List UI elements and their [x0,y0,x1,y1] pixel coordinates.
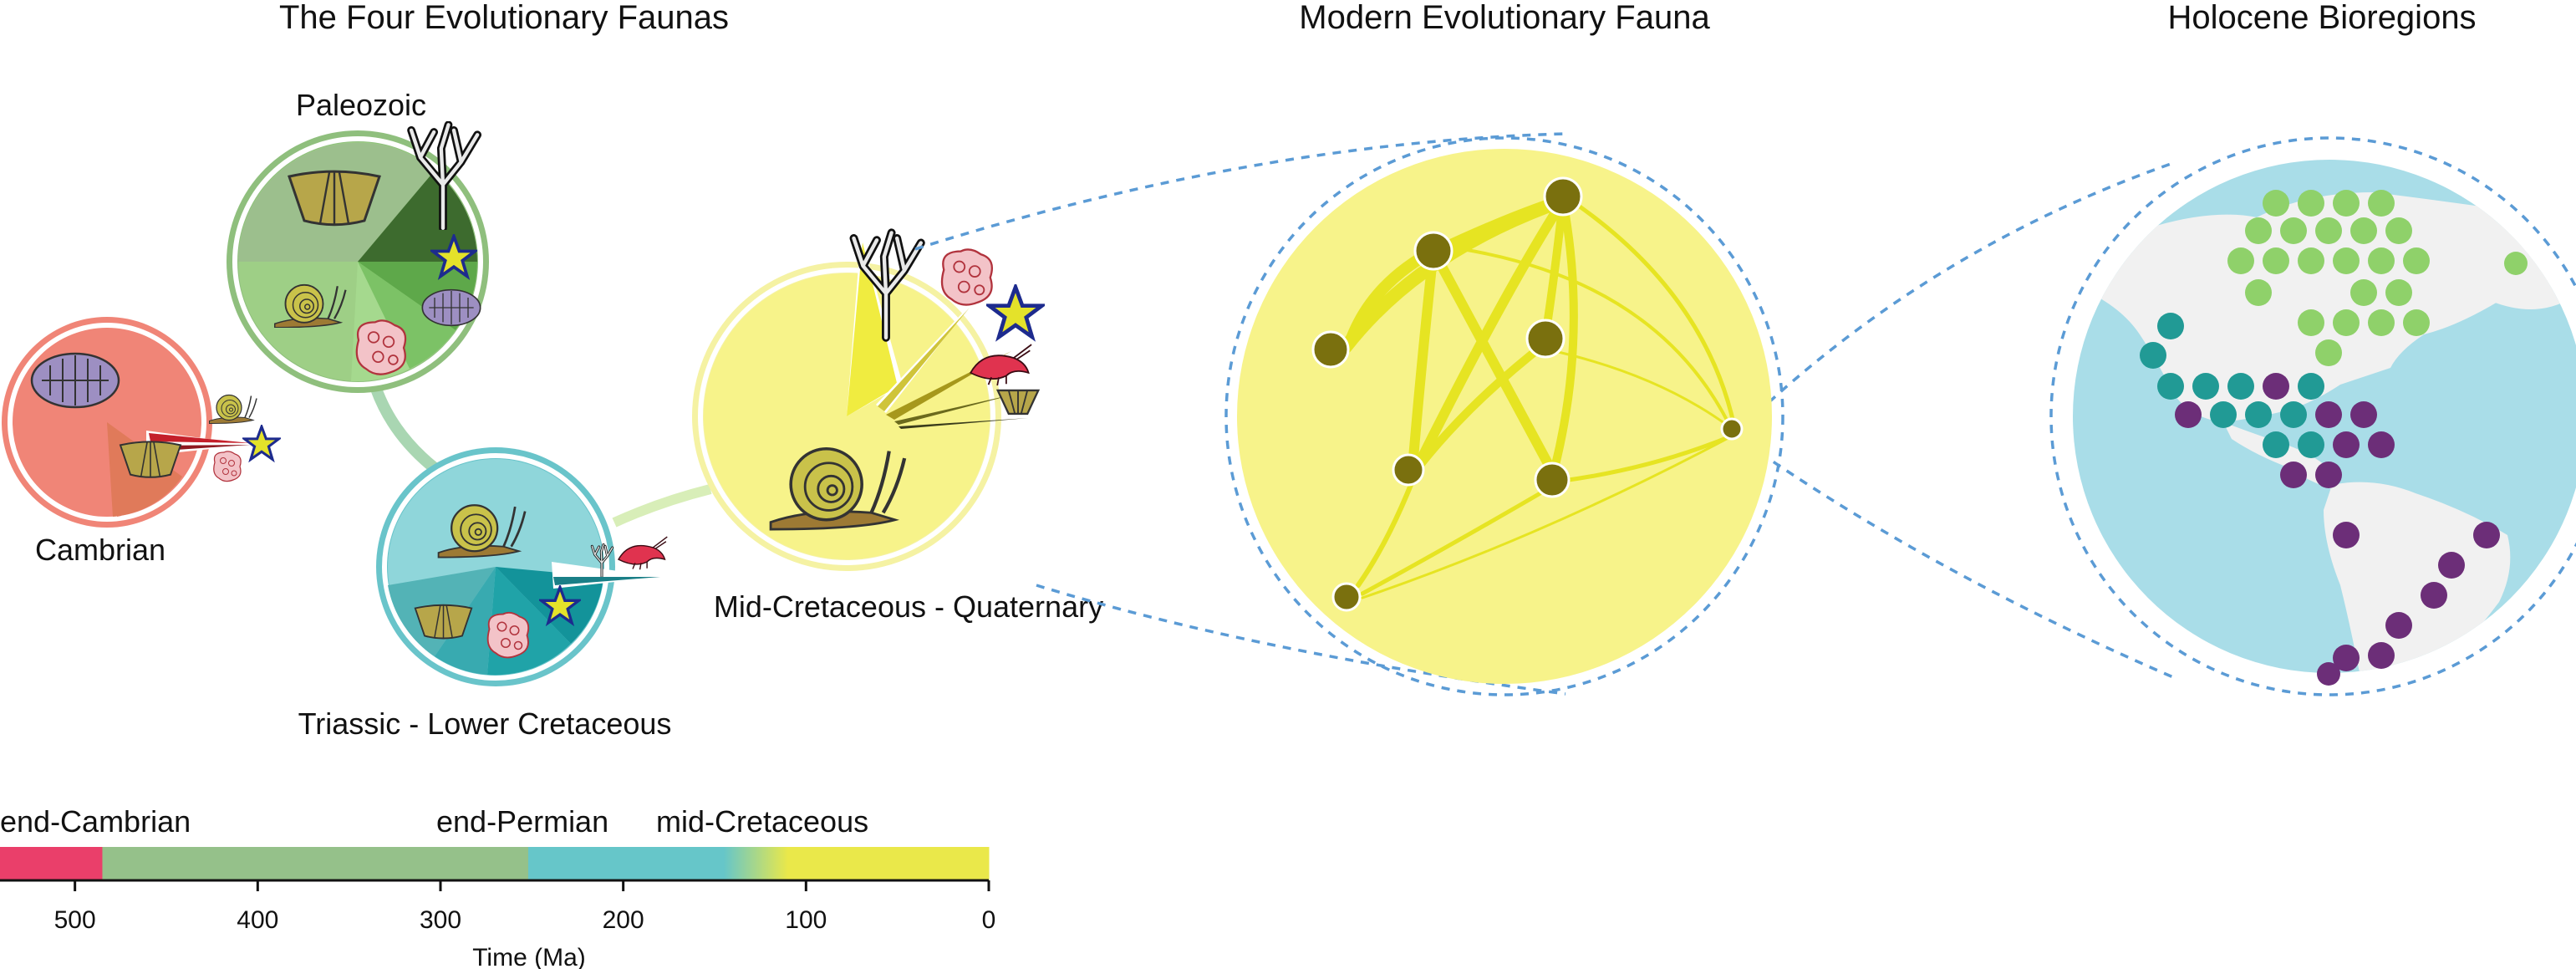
fauna-label-paleozoic: Paleozoic [296,88,426,122]
panel-title-modern-fauna: Modern Evolutionary Fauna [1299,0,1710,36]
fauna-label-modern: Mid-Cretaceous - Quaternary [714,589,1103,624]
timeline-segment [527,847,725,880]
modern-fauna-network [1237,149,1772,684]
network-node [1534,462,1571,498]
timeline-tick-label: 200 [603,906,644,934]
shrimp-icon [618,536,668,570]
bioregion-purple [2175,373,2500,686]
timeline: end-Cambrian end-Permian mid-Cretaceous … [0,804,995,969]
fauna-paleozoic[interactable] [227,125,489,393]
network-nodes [1311,176,1744,612]
zoom-connectors [914,132,2576,696]
timeline-segment [723,847,788,880]
network-node [1543,176,1583,217]
coral-icon [355,319,407,375]
timeline-axis-label: Time (Ma) [472,944,586,969]
brachiopod-icon [414,604,473,640]
coral-icon [486,611,530,659]
fauna-modern[interactable] [692,232,1042,571]
network-node [1392,453,1425,487]
panel-title-four-faunas: The Four Evolutionary Faunas [279,0,729,36]
timeline-tick-label: 300 [420,906,461,934]
trilobite-icon [30,352,120,409]
fauna-triassic[interactable] [376,447,668,686]
brachiopod-icon [288,170,381,227]
bioregion-teal [2140,313,2324,458]
timeline-tick-label: 400 [237,906,278,934]
snail-icon [208,394,257,424]
timeline-tick-label: 0 [982,906,996,934]
crinoid-icon [996,389,1040,416]
timeline-tick-label: 500 [54,906,96,934]
event-label-end-cambrian: end-Cambrian [0,804,191,839]
timeline-ticks: 500 400 300 200 100 0 [54,880,996,934]
fauna-label-cambrian: Cambrian [35,533,165,567]
fauna-links [370,386,712,528]
coral-icon [940,248,994,306]
fauna-cambrian[interactable] [2,317,281,528]
trilobite-icon [421,288,481,327]
timeline-segment [0,847,103,880]
brachiopod-icon [119,441,182,478]
network-node [1311,330,1350,369]
panel-title-holocene: Holocene Bioregions [2167,0,2476,36]
network-node [1331,582,1362,612]
coral-icon [213,451,242,482]
timeline-tick-label: 100 [785,906,827,934]
fauna-label-triassic: Triassic - Lower Cretaceous [298,706,672,741]
network-node [1413,231,1453,271]
event-label-end-permian: end-Permian [436,804,608,839]
bioregion-green [2227,190,2528,366]
holocene-globe [2073,160,2576,686]
starfish-icon [242,425,281,461]
network-background [1237,149,1772,684]
starfish-icon [990,288,1042,338]
network-node [1720,417,1744,441]
network-node [1525,319,1565,359]
event-label-mid-cretaceous: mid-Cretaceous [656,804,868,839]
timeline-segment [102,847,529,880]
timeline-bar [0,847,990,880]
timeline-segment [787,847,990,880]
